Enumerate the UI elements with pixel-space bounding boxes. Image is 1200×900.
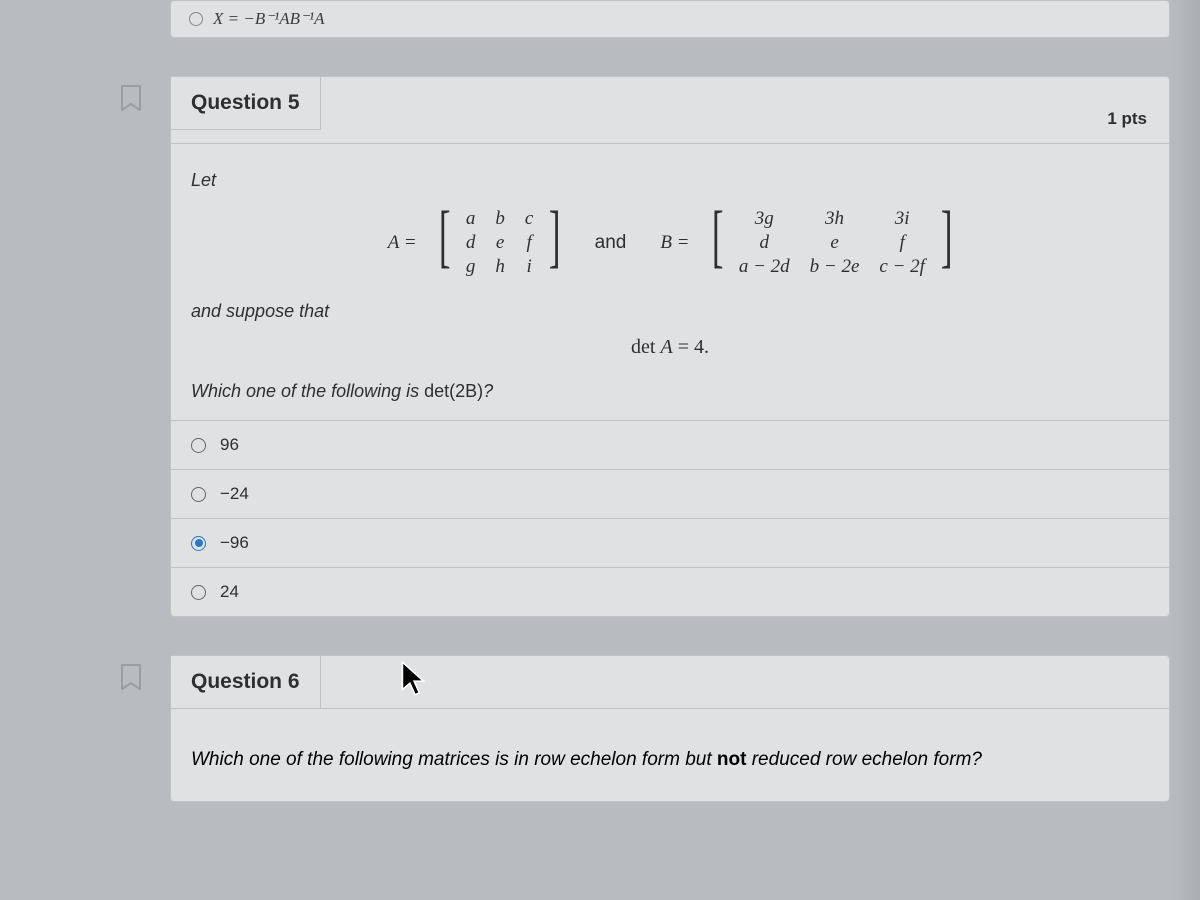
options-list: 96 −24 −96 24	[171, 420, 1169, 616]
option-label: −24	[220, 484, 249, 504]
option-label: 24	[220, 582, 239, 602]
B-equals: B =	[654, 232, 695, 254]
radio-icon[interactable]	[191, 585, 206, 600]
question-title: Question 6	[171, 656, 321, 709]
det-equation: det A = 4.	[191, 336, 1149, 359]
matrix-equation: A = [ abc def ghi ] and B = [ 3g3h3i	[191, 207, 1149, 279]
question6-card: Question 6 Which one of the following ma…	[170, 655, 1170, 802]
option-label: −96	[220, 533, 249, 553]
option-24[interactable]: 24	[171, 568, 1169, 616]
matrix-B: [ 3g3h3i def a − 2db − 2ec − 2f ]	[706, 207, 959, 279]
question5-card: Question 5 1 pts Let A = [ abc def ghi ]…	[170, 76, 1170, 617]
radio-icon[interactable]	[191, 487, 206, 502]
question-header: Question 5 1 pts	[171, 77, 1169, 144]
prev-option-row[interactable]: X = −B⁻¹AB⁻¹A	[171, 1, 1169, 37]
question-points: 1 pts	[1085, 77, 1169, 143]
option-neg24[interactable]: −24	[171, 470, 1169, 519]
question-header: Question 6	[171, 656, 1169, 709]
let-text: Let	[191, 170, 1149, 191]
option-label: 96	[220, 435, 239, 455]
content-area: X = −B⁻¹AB⁻¹A Question 5 1 pts Let A = […	[0, 0, 1200, 802]
question-title: Question 5	[171, 77, 321, 130]
and-word: and	[577, 232, 645, 254]
matrix-A: [ abc def ghi ]	[433, 207, 567, 279]
question-body: Let A = [ abc def ghi ] and B = [	[171, 144, 1169, 420]
which-text: Which one of the following is det(2B)?	[191, 381, 1149, 402]
prev-option-math: X = −B⁻¹AB⁻¹A	[213, 9, 325, 29]
scrollbar-area[interactable]	[1170, 0, 1200, 900]
question6-body: Which one of the following matrices is i…	[171, 709, 1169, 801]
option-neg96[interactable]: −96	[171, 519, 1169, 568]
radio-icon[interactable]	[191, 438, 206, 453]
bookmark-icon[interactable]	[119, 664, 143, 690]
radio-icon[interactable]	[191, 536, 206, 551]
suppose-text: and suppose that	[191, 301, 1149, 322]
option-96[interactable]: 96	[171, 421, 1169, 470]
prev-question-card: X = −B⁻¹AB⁻¹A	[170, 0, 1170, 38]
A-equals: A =	[382, 232, 423, 254]
radio-icon[interactable]	[189, 12, 203, 26]
bookmark-icon[interactable]	[119, 85, 143, 111]
